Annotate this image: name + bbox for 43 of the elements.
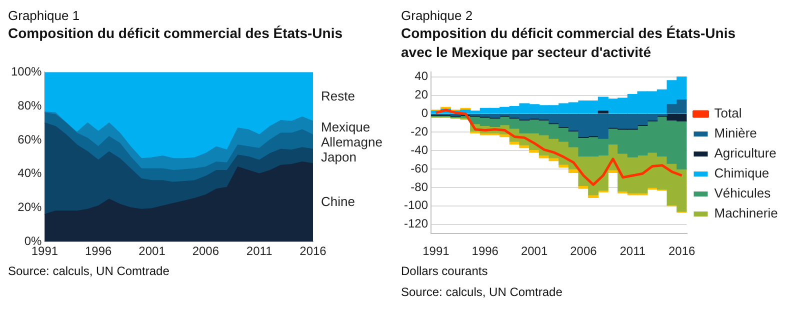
x-tick-label: 2011 [246, 244, 273, 258]
y-tick-label: -40 [410, 142, 428, 157]
y-tick-label: -120 [404, 216, 428, 231]
x-tick-label: 2001 [520, 244, 548, 258]
x-tick-label: 1991 [422, 244, 450, 258]
legend-label: Machinerie [714, 206, 778, 221]
legend-label: Agriculture [714, 146, 776, 161]
x-tick-label: 2006 [570, 244, 598, 258]
series-label: Japon [321, 150, 356, 165]
y-tick-label: -80 [410, 180, 428, 194]
chart-subtitle: Graphique 2 [401, 8, 474, 24]
y-tick-label: 20% [18, 200, 42, 214]
series-label: Mexique [321, 120, 370, 135]
series-label: Reste [321, 88, 355, 104]
x-tick-label: 2016 [668, 244, 696, 258]
y-tick-label: 20 [414, 88, 428, 102]
y-tick-label: 60% [18, 132, 42, 146]
series-label: Allemagne [321, 134, 382, 150]
x-tick-label: 1996 [472, 244, 499, 258]
text: Dollars courants [401, 264, 489, 279]
chart-title: Composition du déficit commercial des États-Unis [8, 24, 344, 43]
legend-label: Chimique [714, 166, 770, 181]
chart-title: Composition du déficit commercial des États-Unis avec le Mexique par secteur d'activité [401, 24, 737, 62]
x-tick-label: 2016 [300, 244, 327, 258]
legend-label: Total [714, 106, 742, 121]
source-note: Source: calculs, UN Comtrade [401, 285, 564, 300]
legend-label: Véhicules [714, 186, 772, 201]
y-tick-label: 40% [18, 166, 42, 180]
y-tick-label: 0 [421, 106, 428, 120]
x-tick-label: 2011 [620, 244, 646, 258]
chart-subtitle: Graphique 1 [8, 8, 81, 24]
y-tick-label: 100% [10, 64, 42, 79]
x-tick-label: 2001 [138, 244, 166, 258]
y-tick-label: -60 [410, 161, 428, 176]
series-label: Chine [321, 194, 355, 210]
source-note: Source: calculs, UN Comtrade [8, 264, 170, 279]
y-tick-label: 80% [18, 98, 42, 112]
x-tick-label: 1996 [85, 244, 112, 258]
y-tick-label: -20 [410, 124, 428, 138]
x-tick-label: 2006 [192, 244, 220, 258]
legend-label: Minière [714, 126, 757, 141]
y-tick-label: 40 [414, 69, 428, 84]
y-tick-label: -100 [404, 198, 428, 212]
